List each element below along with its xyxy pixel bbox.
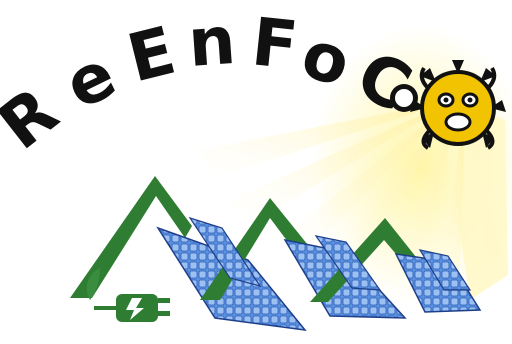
- leaf-icon: [86, 268, 100, 300]
- logo-letter-e: e: [53, 36, 127, 125]
- logo-letter-r: R: [0, 73, 72, 165]
- mountains: [70, 176, 482, 331]
- logo-letter-f: F: [248, 3, 301, 84]
- electric-plug-icon: [86, 268, 170, 322]
- logo-letter-e-capital: E: [120, 12, 182, 98]
- lightning-bolt-icon: [126, 298, 144, 320]
- taino-coqui-sun-icon: [390, 60, 506, 150]
- logo-letter-n: n: [186, 2, 238, 82]
